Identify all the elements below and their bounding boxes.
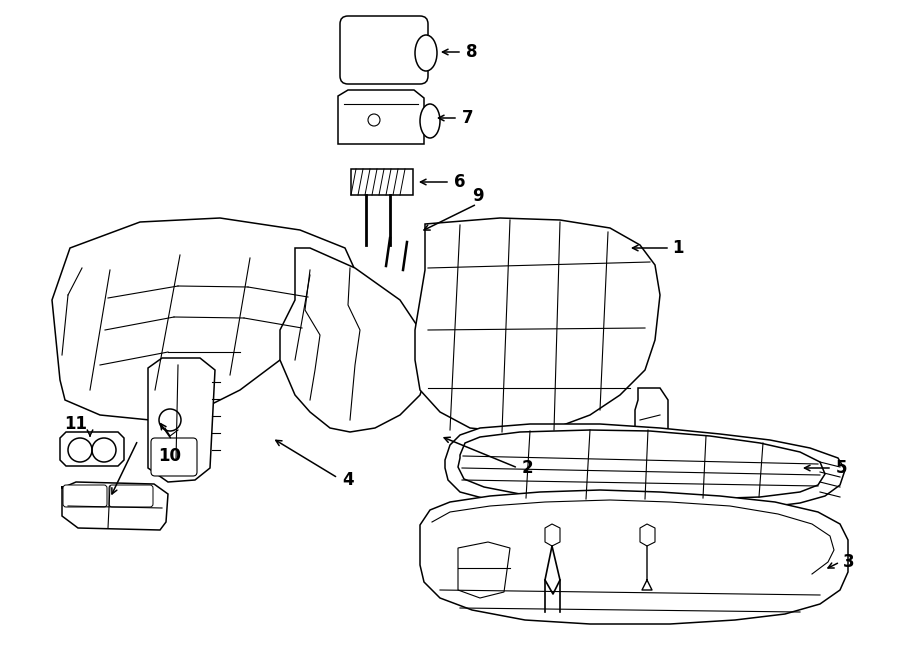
- Text: 7: 7: [462, 109, 473, 127]
- FancyBboxPatch shape: [109, 485, 153, 507]
- Polygon shape: [458, 430, 825, 499]
- Polygon shape: [52, 218, 355, 420]
- FancyBboxPatch shape: [151, 438, 197, 476]
- FancyBboxPatch shape: [63, 485, 107, 507]
- Text: 1: 1: [672, 239, 683, 257]
- Text: 3: 3: [843, 553, 855, 571]
- Polygon shape: [640, 524, 655, 546]
- Polygon shape: [62, 482, 168, 530]
- Text: 6: 6: [454, 173, 465, 191]
- Ellipse shape: [415, 35, 437, 71]
- Polygon shape: [445, 424, 845, 510]
- Polygon shape: [635, 388, 668, 445]
- Text: 4: 4: [342, 471, 354, 489]
- Text: 2: 2: [522, 459, 534, 477]
- Ellipse shape: [420, 104, 440, 138]
- Polygon shape: [338, 90, 424, 144]
- Polygon shape: [415, 218, 660, 432]
- Text: 5: 5: [836, 459, 848, 477]
- Text: 8: 8: [466, 43, 478, 61]
- Text: 9: 9: [472, 187, 483, 205]
- Polygon shape: [545, 524, 560, 546]
- Bar: [351, 169, 413, 195]
- Polygon shape: [458, 542, 510, 598]
- Polygon shape: [60, 432, 124, 466]
- FancyBboxPatch shape: [340, 16, 428, 84]
- Polygon shape: [148, 358, 215, 482]
- Polygon shape: [280, 248, 430, 432]
- Polygon shape: [420, 490, 848, 624]
- Text: 11: 11: [64, 415, 87, 433]
- Text: 10: 10: [158, 447, 181, 465]
